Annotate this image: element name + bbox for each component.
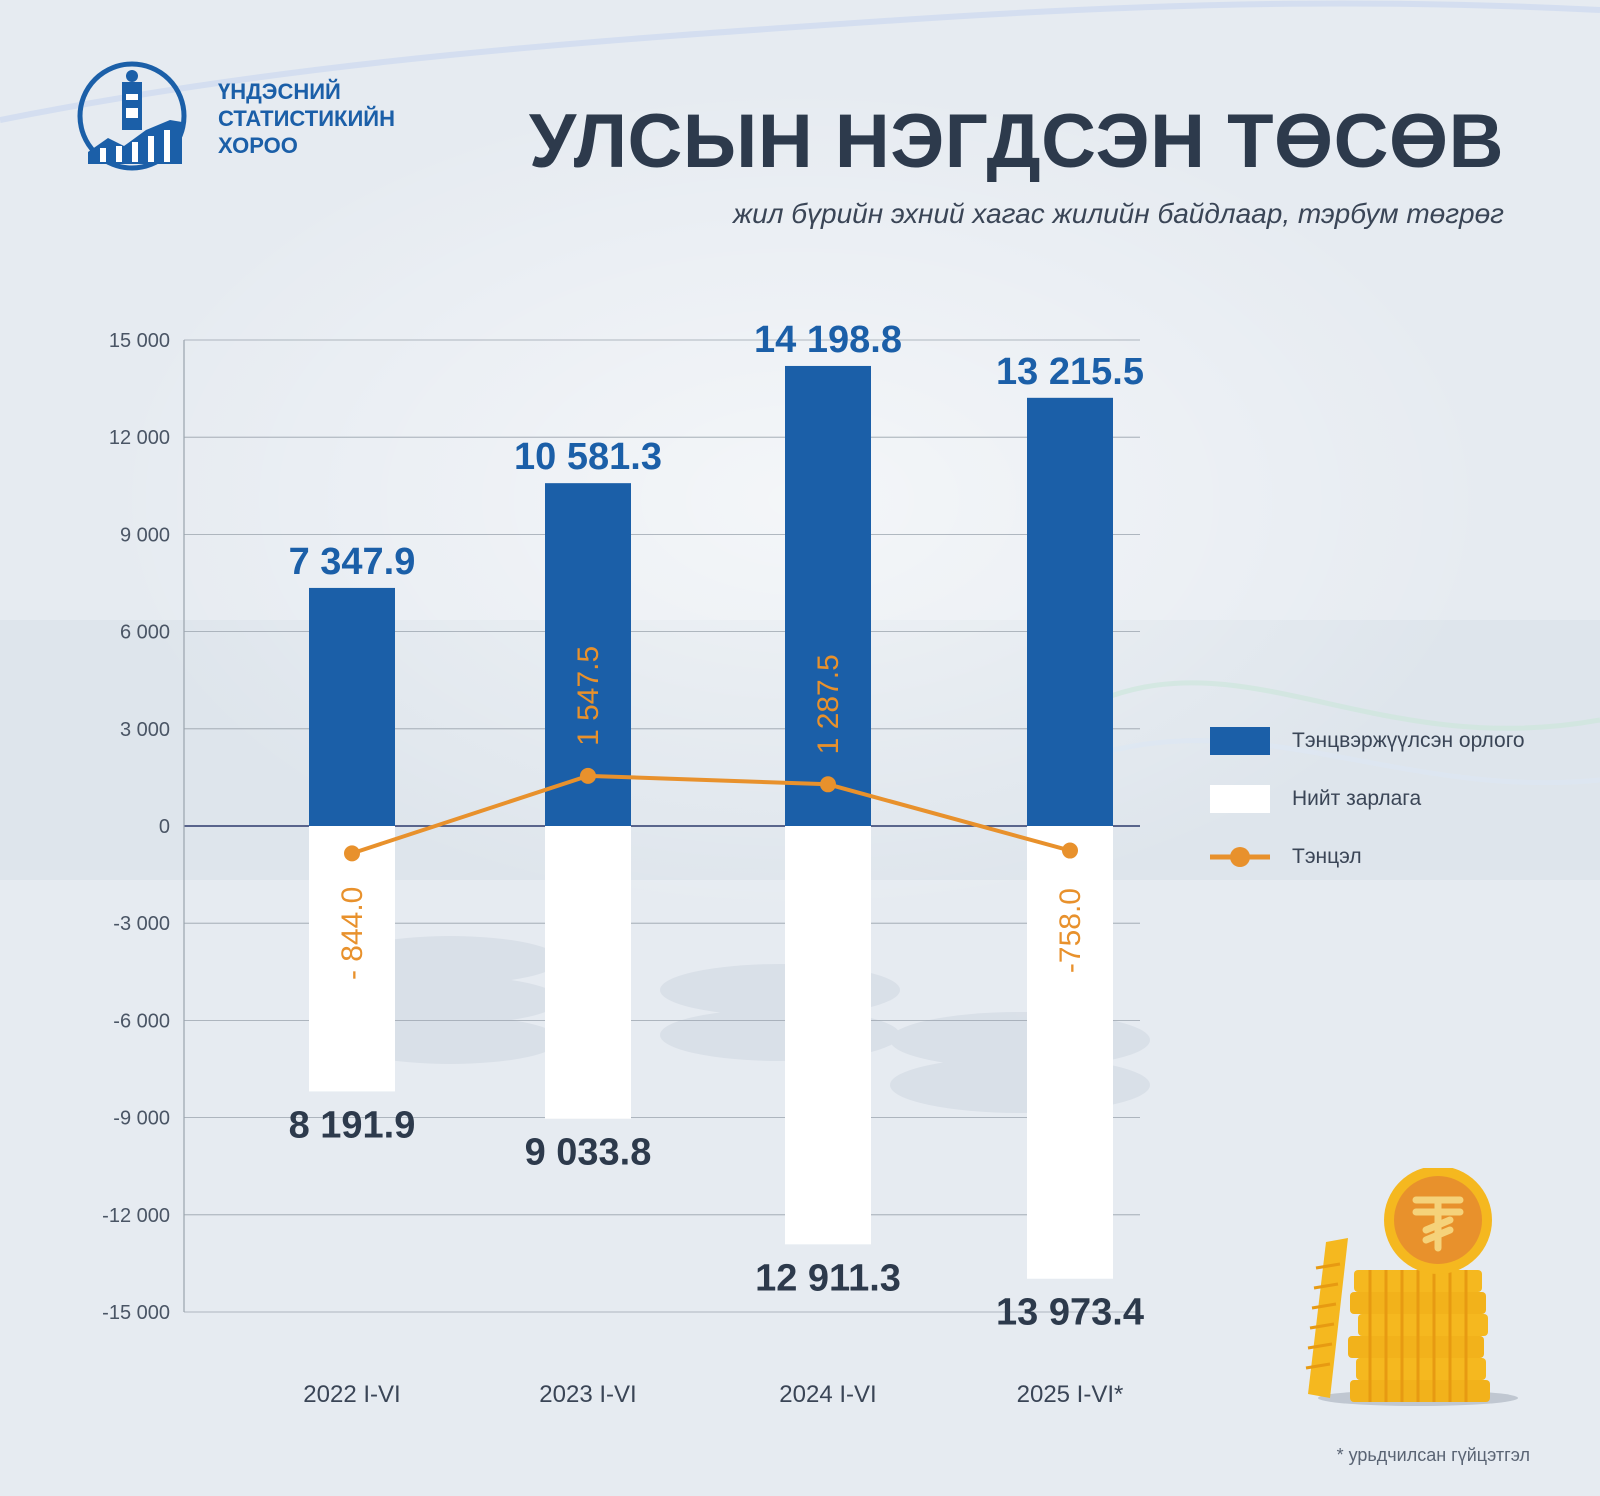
legend-swatch-balance bbox=[1210, 847, 1270, 867]
y-tick-label: 15 000 bbox=[109, 330, 170, 352]
expenditure-value-label: 12 911.3 bbox=[755, 1257, 901, 1299]
expenditure-bar bbox=[545, 826, 631, 1119]
y-tick-label: -9 000 bbox=[113, 1108, 170, 1130]
legend-swatch-expenditure bbox=[1210, 785, 1270, 813]
y-tick-label: -3 000 bbox=[113, 913, 170, 935]
footnote: * урьдчилсан гүйцэтгэл bbox=[1336, 1445, 1530, 1465]
togrog-coin-stack-icon bbox=[1305, 1168, 1518, 1406]
org-name: ҮНДЭСНИЙ СТАТИСТИКИЙН ХОРОО bbox=[218, 79, 395, 158]
y-tick-label: -15 000 bbox=[102, 1302, 170, 1324]
balance-line bbox=[351, 773, 1071, 856]
expenditure-bar bbox=[785, 826, 871, 1245]
revenue-value-label: 13 215.5 bbox=[996, 351, 1144, 393]
y-tick-label: 12 000 bbox=[109, 427, 170, 449]
revenue-value-label: 10 581.3 bbox=[514, 436, 662, 478]
balance-point bbox=[580, 767, 596, 784]
expenditure-value-label: 9 033.8 bbox=[525, 1132, 652, 1174]
legend-item-revenue: Тэнцвэржүүлсэн орлого bbox=[1210, 726, 1525, 756]
revenue-bar bbox=[309, 587, 395, 826]
balance-value-label: 1 287.5 bbox=[812, 654, 845, 754]
legend-item-balance: Тэнцэл bbox=[1210, 842, 1525, 872]
expenditure-value-label: 13 973.4 bbox=[996, 1292, 1144, 1334]
balance-value-label: -758.0 bbox=[1054, 888, 1087, 973]
expenditure-value-label: 8 191.9 bbox=[289, 1104, 416, 1146]
balance-value-label: 1 547.5 bbox=[572, 646, 605, 746]
y-tick-label: 6 000 bbox=[120, 622, 170, 644]
y-tick-label: -6 000 bbox=[113, 1010, 170, 1032]
page-subtitle: жил бүрийн эхний хагас жилийн байдлаар, … bbox=[732, 198, 1504, 229]
y-tick-label: -12 000 bbox=[102, 1205, 170, 1227]
x-category-label: 2024 I-VI bbox=[779, 1381, 876, 1408]
legend-item-expenditure: Нийт зарлага bbox=[1210, 784, 1525, 814]
page-title: УЛСЫН НЭГДСЭН ТӨСӨВ bbox=[528, 99, 1504, 184]
x-category-label: 2023 I-VI bbox=[539, 1381, 636, 1408]
legend-label-revenue: Тэнцвэржүүлсэн орлого bbox=[1292, 729, 1525, 752]
revenue-value-label: 14 198.8 bbox=[754, 319, 902, 361]
y-tick-label: 0 bbox=[159, 816, 170, 838]
soyombo-emblem-icon bbox=[77, 61, 187, 171]
revenue-bar bbox=[1027, 397, 1113, 826]
balance-point bbox=[344, 845, 360, 862]
balance-value-label: - 844.0 bbox=[336, 887, 369, 980]
expenditure-bar bbox=[1027, 826, 1113, 1279]
legend-label-balance: Тэнцэл bbox=[1292, 845, 1362, 868]
x-category-label: 2022 I-VI bbox=[303, 1381, 400, 1408]
y-tick-label: 9 000 bbox=[120, 524, 170, 546]
balance-point bbox=[820, 776, 836, 793]
y-tick-label: 3 000 bbox=[120, 719, 170, 741]
revenue-value-label: 7 347.9 bbox=[289, 541, 416, 583]
revenue-bar bbox=[785, 365, 871, 826]
x-category-label: 2025 I-VI* bbox=[1017, 1381, 1124, 1408]
chart-legend: Тэнцвэржүүлсэн орлого Нийт зарлага Тэнцэ… bbox=[1210, 726, 1525, 900]
legend-label-expenditure: Нийт зарлага bbox=[1292, 787, 1422, 810]
expenditure-bar bbox=[309, 826, 395, 1092]
legend-swatch-revenue bbox=[1210, 727, 1270, 755]
balance-point bbox=[1062, 842, 1078, 859]
